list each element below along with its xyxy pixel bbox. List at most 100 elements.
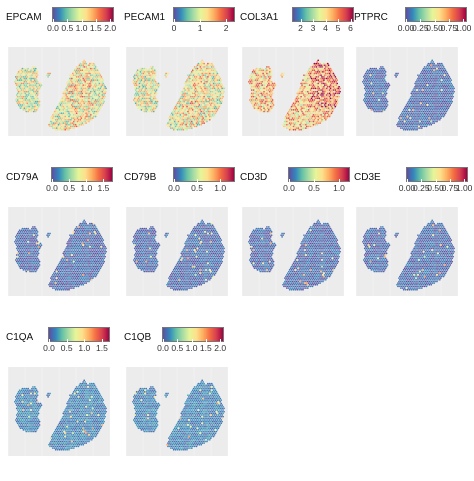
spot	[68, 92, 70, 95]
spot	[330, 89, 333, 91]
spot	[210, 66, 213, 68]
spot	[73, 89, 76, 91]
spot	[30, 109, 32, 111]
spot	[102, 79, 105, 81]
spot	[71, 74, 73, 77]
spot	[89, 66, 91, 68]
spot	[215, 71, 218, 73]
spot	[316, 123, 319, 126]
spot	[104, 92, 106, 95]
spot	[58, 122, 61, 124]
spot	[206, 87, 208, 90]
spot	[193, 112, 196, 115]
spot	[292, 109, 295, 111]
spot	[141, 90, 144, 93]
spot	[146, 105, 148, 108]
spot	[267, 100, 269, 103]
spot	[68, 128, 70, 131]
spot	[415, 110, 417, 113]
spot	[271, 102, 274, 105]
spot	[98, 242, 101, 245]
spot	[195, 125, 198, 128]
spot	[213, 114, 216, 116]
spot	[14, 82, 17, 85]
spot	[270, 74, 273, 77]
spot	[89, 99, 91, 101]
spot	[76, 237, 79, 240]
spot	[306, 120, 309, 123]
spot	[35, 85, 38, 88]
spot	[143, 74, 146, 77]
spot	[208, 105, 211, 108]
spot	[329, 114, 332, 116]
spot	[201, 79, 204, 81]
spot	[208, 90, 210, 93]
spot	[373, 107, 376, 110]
spot	[80, 94, 83, 96]
spot	[63, 90, 66, 93]
spot	[90, 232, 93, 235]
spot	[81, 75, 84, 78]
spot	[151, 87, 153, 90]
spot	[154, 71, 157, 73]
spot	[70, 235, 72, 238]
spot	[307, 95, 310, 98]
spot	[266, 102, 268, 105]
spot	[151, 97, 153, 100]
spot	[314, 77, 317, 80]
spot	[430, 77, 433, 80]
spot	[438, 85, 441, 88]
spot	[87, 235, 89, 238]
spot	[212, 115, 215, 118]
spot	[377, 87, 379, 90]
spot	[67, 90, 69, 93]
spot	[168, 123, 170, 126]
spot	[322, 104, 324, 106]
spot	[256, 95, 259, 98]
spot	[259, 80, 262, 83]
spot	[86, 114, 88, 116]
spot	[151, 82, 154, 85]
spot	[284, 120, 286, 123]
spot	[260, 72, 263, 75]
spot	[16, 85, 19, 88]
spot	[23, 94, 26, 96]
spot	[318, 120, 320, 123]
spot	[71, 123, 73, 126]
spot	[295, 123, 298, 126]
spot	[442, 89, 445, 91]
spot	[333, 80, 336, 83]
spot	[86, 64, 88, 67]
spot	[210, 85, 213, 88]
spot	[184, 102, 186, 105]
spot	[98, 235, 101, 238]
spot	[59, 117, 62, 120]
spot	[152, 97, 155, 100]
spot	[197, 102, 200, 105]
spot	[89, 62, 91, 65]
spot	[25, 107, 28, 110]
spot	[450, 85, 453, 88]
spot	[21, 231, 24, 233]
spot	[365, 100, 368, 103]
spot	[270, 71, 273, 73]
spot	[64, 109, 67, 111]
spot	[179, 97, 182, 100]
spot	[320, 97, 322, 100]
spot	[295, 114, 298, 116]
spot	[152, 80, 155, 83]
colorbar-tick-label: 6	[348, 23, 353, 33]
spot	[69, 104, 71, 106]
spot	[82, 71, 85, 73]
spot	[419, 107, 421, 110]
spot	[72, 114, 75, 116]
spot	[374, 69, 377, 72]
spot	[443, 71, 446, 73]
spot	[62, 99, 65, 101]
spot	[311, 85, 314, 88]
spot	[385, 82, 388, 85]
spot	[330, 105, 333, 108]
spot	[320, 84, 322, 86]
spot	[452, 95, 454, 98]
spot	[300, 95, 302, 98]
